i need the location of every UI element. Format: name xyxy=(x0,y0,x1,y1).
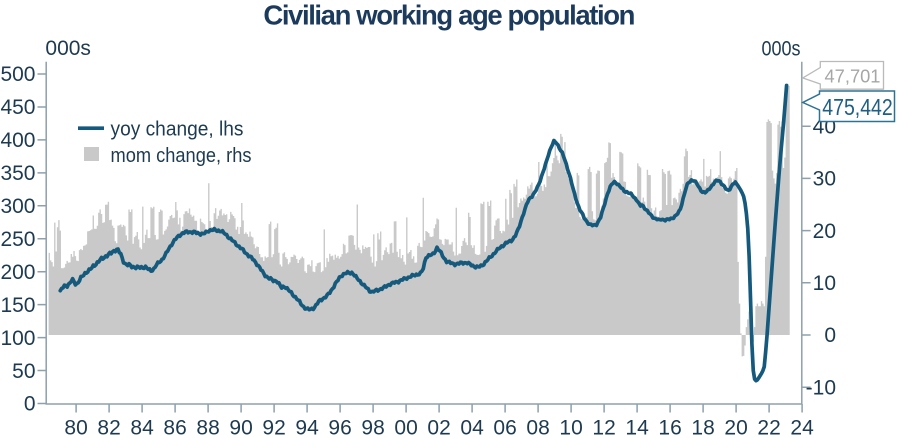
svg-text:450: 450 xyxy=(0,96,35,119)
svg-text:100: 100 xyxy=(0,327,35,350)
svg-text:86: 86 xyxy=(163,417,186,438)
svg-text:Civilian working age populatio: Civilian working age population xyxy=(263,0,634,31)
svg-text:96: 96 xyxy=(328,417,351,438)
svg-text:10: 10 xyxy=(559,417,582,438)
svg-text:90: 90 xyxy=(229,417,252,438)
svg-text:92: 92 xyxy=(262,417,285,438)
svg-text:22: 22 xyxy=(757,417,780,438)
svg-text:-10: -10 xyxy=(806,376,836,399)
svg-text:20: 20 xyxy=(813,220,836,243)
svg-text:82: 82 xyxy=(97,417,120,438)
svg-text:47,701: 47,701 xyxy=(825,66,881,86)
svg-text:mom change, rhs: mom change, rhs xyxy=(111,144,252,167)
svg-text:06: 06 xyxy=(493,417,516,438)
svg-text:94: 94 xyxy=(295,417,319,438)
svg-text:250: 250 xyxy=(0,228,35,251)
svg-text:98: 98 xyxy=(361,417,384,438)
svg-text:16: 16 xyxy=(658,417,681,438)
svg-text:400: 400 xyxy=(0,129,35,152)
svg-text:12: 12 xyxy=(592,417,615,438)
svg-text:150: 150 xyxy=(0,294,35,317)
svg-text:000s: 000s xyxy=(762,37,801,60)
svg-text:0: 0 xyxy=(824,324,836,347)
svg-text:80: 80 xyxy=(64,417,87,438)
svg-text:08: 08 xyxy=(526,417,549,438)
svg-text:00: 00 xyxy=(394,417,417,438)
svg-text:300: 300 xyxy=(0,195,35,218)
svg-text:02: 02 xyxy=(427,417,450,438)
svg-text:04: 04 xyxy=(460,417,484,438)
svg-text:30: 30 xyxy=(813,168,836,191)
svg-text:84: 84 xyxy=(130,417,154,438)
svg-text:88: 88 xyxy=(196,417,219,438)
svg-text:000s: 000s xyxy=(45,37,91,60)
svg-text:10: 10 xyxy=(813,272,836,295)
svg-text:20: 20 xyxy=(724,417,747,438)
svg-text:200: 200 xyxy=(0,261,35,284)
svg-text:14: 14 xyxy=(625,417,649,438)
svg-text:50: 50 xyxy=(12,360,35,383)
svg-text:350: 350 xyxy=(0,162,35,185)
svg-text:475,442: 475,442 xyxy=(822,94,893,120)
svg-text:500: 500 xyxy=(0,63,35,86)
svg-text:yoy change, lhs: yoy change, lhs xyxy=(111,118,244,141)
svg-text:24: 24 xyxy=(790,417,814,438)
svg-text:0: 0 xyxy=(24,393,36,416)
svg-text:18: 18 xyxy=(691,417,714,438)
